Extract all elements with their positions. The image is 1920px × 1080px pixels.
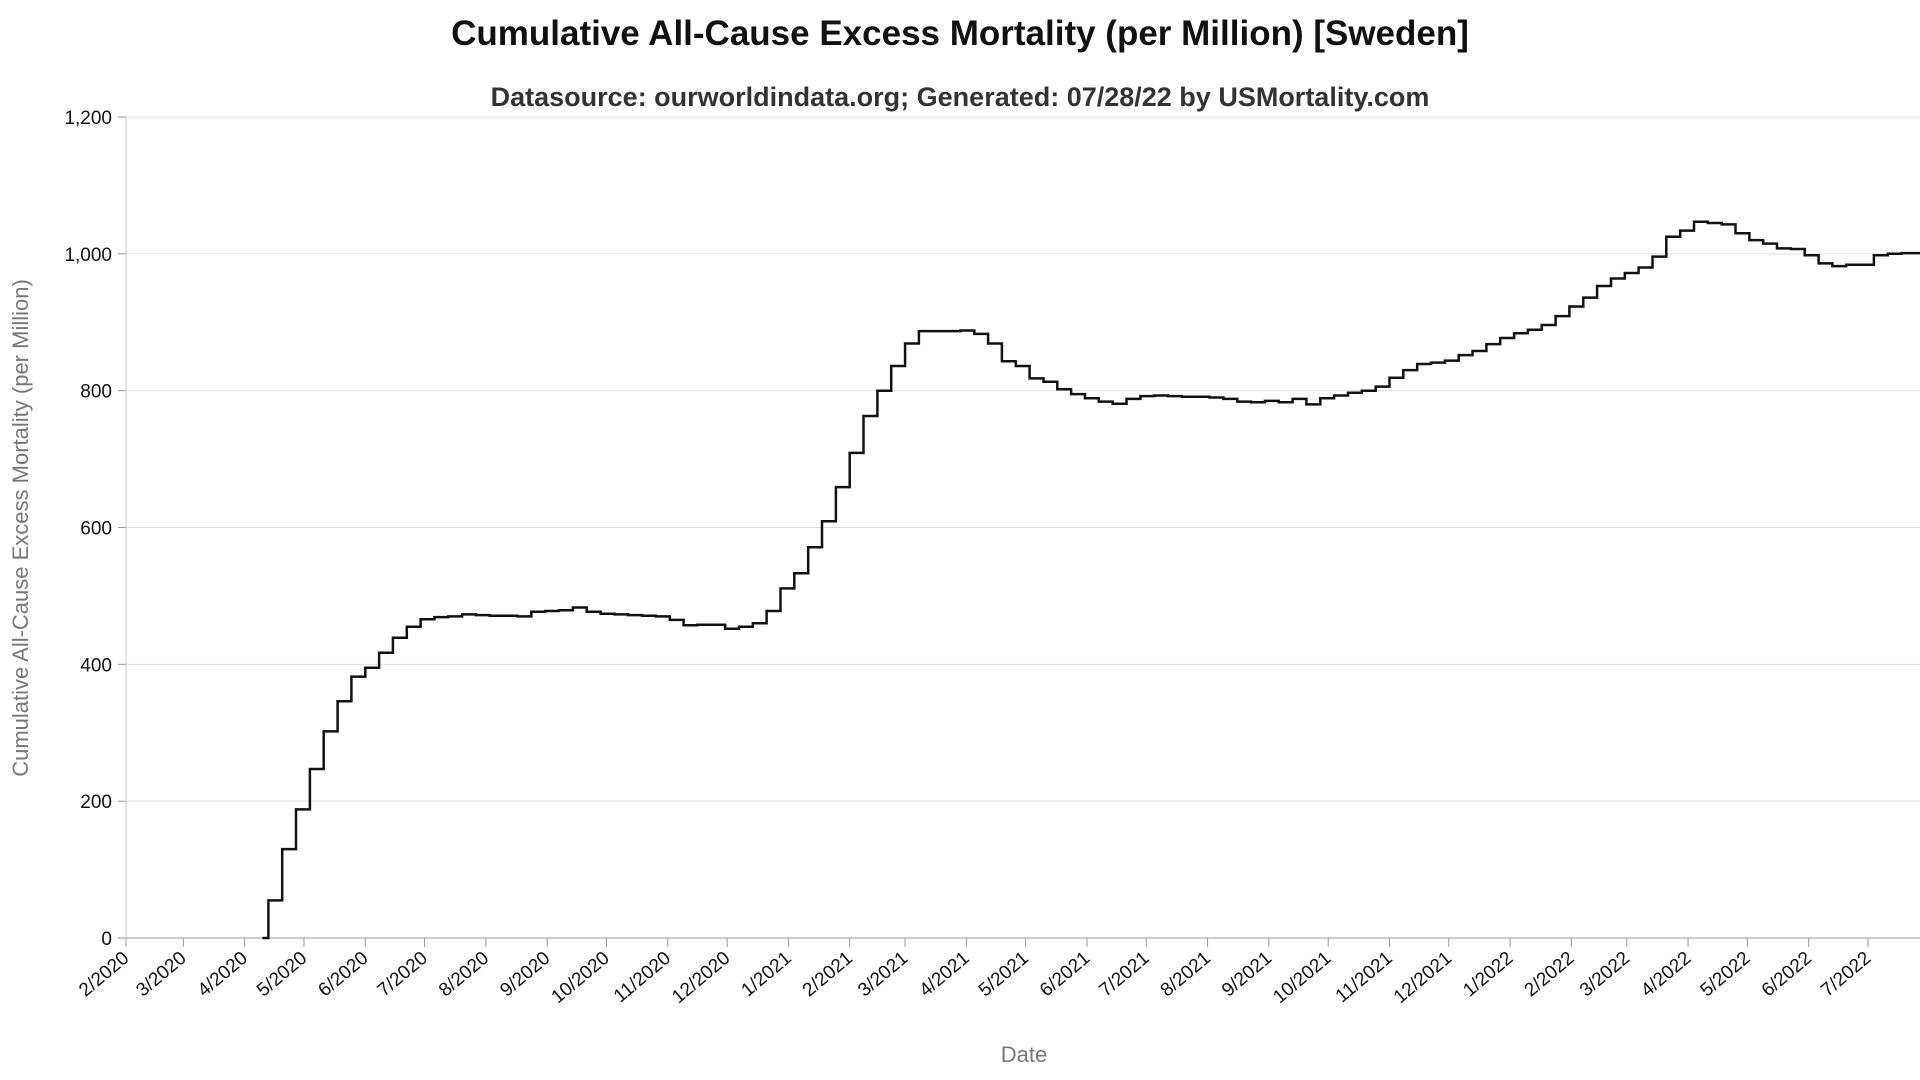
x-tick-label: 5/2021 [975,948,1033,1001]
x-axis: 2/2020 3/2020 4/2020 5/2020 6/2020 7/2020 8/20… [75,938,1875,1008]
y-tick-label: 800 [80,382,112,403]
y-tick-label: 600 [80,519,112,540]
x-tick-label: 4/2022 [1637,948,1695,1001]
x-tick-label: 6/2021 [1036,948,1094,1001]
x-tick-label: 7/2022 [1817,948,1875,1001]
x-tick-label: 9/2020 [496,948,554,1001]
x-tick-label: 11/2020 [610,948,675,1007]
x-tick-label: 7/2020 [374,948,432,1001]
y-axis: 0 200 400 600 800 1,000 1,200 [64,108,127,950]
chart-title: Cumulative All-Cause Excess Mortality (p… [451,14,1469,53]
y-tick-label: 1,000 [64,245,112,266]
x-tick-label: 12/2020 [668,948,734,1008]
x-tick-label: 11/2021 [1332,948,1397,1007]
y-tick-label: 200 [80,792,112,813]
grid-lines [126,116,1920,939]
series-group [262,220,1920,940]
x-tick-label: 3/2021 [854,948,912,1001]
y-tick-label: 400 [80,655,112,676]
x-tick-label: 5/2020 [253,948,311,1001]
x-tick-label: 3/2020 [133,948,191,1001]
x-tick-label: 1/2022 [1459,948,1517,1001]
y-tick-label: 1,200 [64,108,112,129]
x-tick-label: 5/2022 [1697,948,1755,1001]
x-tick-label: 9/2021 [1218,948,1276,1001]
chart-subtitle: Datasource: ourworldindata.org; Generate… [490,82,1430,112]
x-axis-title: Date [1001,1042,1047,1067]
x-tick-label: 4/2020 [194,948,252,1001]
x-tick-label: 3/2022 [1576,948,1634,1001]
x-tick-label: 2/2021 [799,948,857,1001]
x-tick-label: 6/2022 [1758,948,1816,1001]
x-tick-label: 12/2021 [1390,948,1456,1008]
x-tick-label: 6/2020 [314,948,372,1001]
x-tick-label: 2/2020 [75,948,133,1001]
x-tick-label: 7/2021 [1095,948,1153,1001]
x-tick-label: 8/2020 [435,948,493,1001]
x-tick-label: 1/2021 [738,948,796,1001]
x-tick-label: 10/2020 [548,948,614,1008]
x-tick-label: 4/2021 [916,948,974,1001]
x-tick-label: 8/2021 [1157,948,1215,1001]
series-line [262,220,1920,940]
x-tick-label: 10/2021 [1269,948,1335,1008]
y-tick-label: 0 [101,929,112,950]
y-axis-title: Cumulative All-Cause Excess Mortality (p… [8,279,33,777]
x-tick-label: 2/2022 [1521,948,1579,1001]
